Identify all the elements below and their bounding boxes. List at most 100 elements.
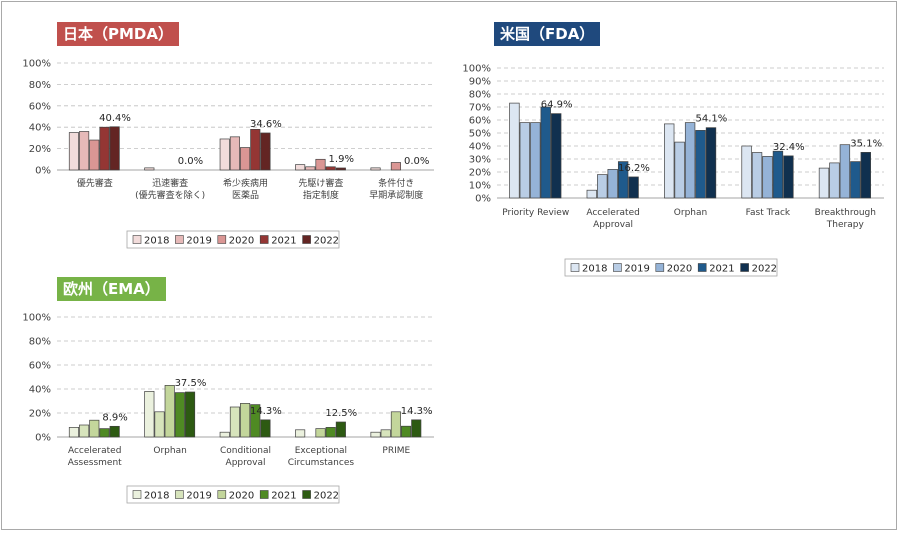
bar-fda-2022 [705,127,717,199]
y-tick-label-pmda: 60% [29,101,51,112]
data-label-ema: 8.9% [102,412,127,423]
legend-swatch-fda-2019 [613,263,622,272]
bar-fda-2021 [695,130,706,199]
chart-fda: 0% 10% 20% 30% 40% 50% 60% 70% 80% 90% 100% 64.9% Pr… [462,64,884,277]
bar-ema-2021 [325,427,336,438]
y-tick-label-fda: 0% [475,194,491,205]
legend-label-pmda: 2021 [271,236,296,247]
legend-label-fda: 2018 [582,264,607,275]
bar-ema-2021 [250,404,261,438]
chart-panel-pmda: 日本（PMDA） 0% 20% 40% 60% 80% 100% 40.4% 優先審査 0.0%… [2,2,442,262]
y-tick-label-pmda: 20% [29,144,51,155]
legend-swatch-fda-2018 [570,263,580,272]
bar-ema-2019 [229,406,240,438]
category-label-ema: Circumstances [288,458,355,468]
bar-ema-2020 [390,411,401,438]
bar-pmda-2018 [219,138,230,171]
y-tick-label-ema: 60% [29,361,51,372]
bar-ema-2021 [99,428,110,438]
legend-label-fda: 2019 [624,264,649,275]
category-label-pmda: 条件付き [378,177,414,189]
bar-fda-2020 [684,122,696,199]
legend-label-ema: 2020 [229,491,254,502]
bar-fda-2018 [509,102,520,199]
y-tick-label-fda: 30% [469,155,491,166]
legend-label-fda: 2022 [752,264,777,275]
y-tick-label-ema: 20% [29,409,51,420]
bar-ema-2020 [240,403,251,438]
bar-pmda-2022 [109,126,120,171]
y-tick-label-ema: 100% [22,313,51,324]
bar-ema-2022 [260,419,271,438]
category-label-ema: Assessment [68,458,122,468]
chart-title-fda: 米国（FDA） [494,22,601,46]
category-label-pmda: (優先審査を除く) [135,189,205,201]
category-label-fda: Approval [593,220,633,230]
bar-pmda-2021 [99,126,110,171]
bar-pmda-2021 [325,166,336,171]
chart-panel-fda: 米国（FDA） 0% 10% 20% 30% 40% 50% 60% 70% 80% 90% 100… [457,2,897,292]
bar-pmda-2018 [144,167,155,171]
legend-swatch-pmda-2022 [302,235,311,244]
y-tick-label-fda: 10% [469,181,491,192]
bar-fda-2022 [551,113,562,199]
bar-ema-2018 [295,429,306,438]
category-label-fda: Accelerated [586,208,639,218]
category-label-pmda: 指定制度 [303,189,339,201]
data-label-fda: 32.4% [773,142,805,153]
legend-swatch-fda-2020 [655,263,665,272]
bar-fda-2018 [741,145,752,199]
legend-swatch-fda-2021 [697,263,707,272]
category-label-pmda: 迅速審査 [152,177,188,189]
y-tick-label-fda: 90% [469,77,491,88]
data-label-fda: 64.9% [541,100,573,111]
bar-fda-2022 [628,176,639,199]
data-label-pmda: 0.0% [178,156,203,167]
chart-title-pmda: 日本（PMDA） [57,22,179,46]
y-tick-label-fda: 70% [469,103,491,114]
category-label-fda: Therapy [826,220,865,230]
bar-ema-2019 [380,429,391,438]
bar-ema-2022 [411,419,422,438]
chart-title-ema: 欧州（EMA） [57,277,166,301]
category-label-fda: Priority Review [502,208,569,218]
data-label-fda: 16.2% [618,163,650,174]
bar-fda-2019 [597,174,608,199]
bar-pmda-2020 [390,162,401,171]
bar-pmda-2018 [68,132,79,171]
data-label-ema: 12.5% [325,408,357,419]
legend-label-fda: 2020 [667,264,692,275]
bar-ema-2021 [174,392,185,438]
bar-fda-2019 [519,122,531,199]
y-tick-label-pmda: 40% [29,123,51,134]
chart-pmda: 0% 20% 40% 60% 80% 100% 40.4% 優先審査 0.0% 迅速審査(優先審査… [22,59,434,249]
chart-ema: 0% 20% 40% 60% 80% 100% 8.9% Accelerated Assessm… [22,313,434,504]
bar-fda-2019 [751,152,763,199]
data-label-pmda: 34.6% [250,119,282,130]
bar-fda-2018 [586,189,597,199]
category-label-fda: Breakthrough [815,208,876,218]
bar-fda-2022 [783,155,794,199]
bar-fda-2021 [850,161,861,199]
category-label-pmda: 医薬品 [232,189,259,201]
legend-label-pmda: 2019 [186,236,211,247]
legend-swatch-pmda-2019 [175,235,184,244]
data-label-ema: 37.5% [175,378,207,389]
category-label-pmda: 優先審査 [77,177,113,189]
legend-label-ema: 2018 [144,491,169,502]
legend-label-pmda: 2020 [229,236,254,247]
category-label-pmda: 希少疾病用 [223,177,268,189]
data-label-ema: 14.3% [401,406,433,417]
bar-ema-2019 [154,411,165,438]
bar-ema-2018 [68,427,79,438]
legend-label-ema: 2019 [186,491,211,502]
y-tick-label-pmda: 80% [29,80,51,91]
bar-pmda-2020 [315,158,326,171]
bar-ema-2018 [219,431,230,438]
legend-swatch-pmda-2021 [259,235,269,244]
y-tick-label-pmda: 100% [22,59,51,70]
y-tick-label-fda: 50% [469,129,491,140]
bar-pmda-2018 [295,164,306,171]
bar-fda-2020 [839,144,851,199]
